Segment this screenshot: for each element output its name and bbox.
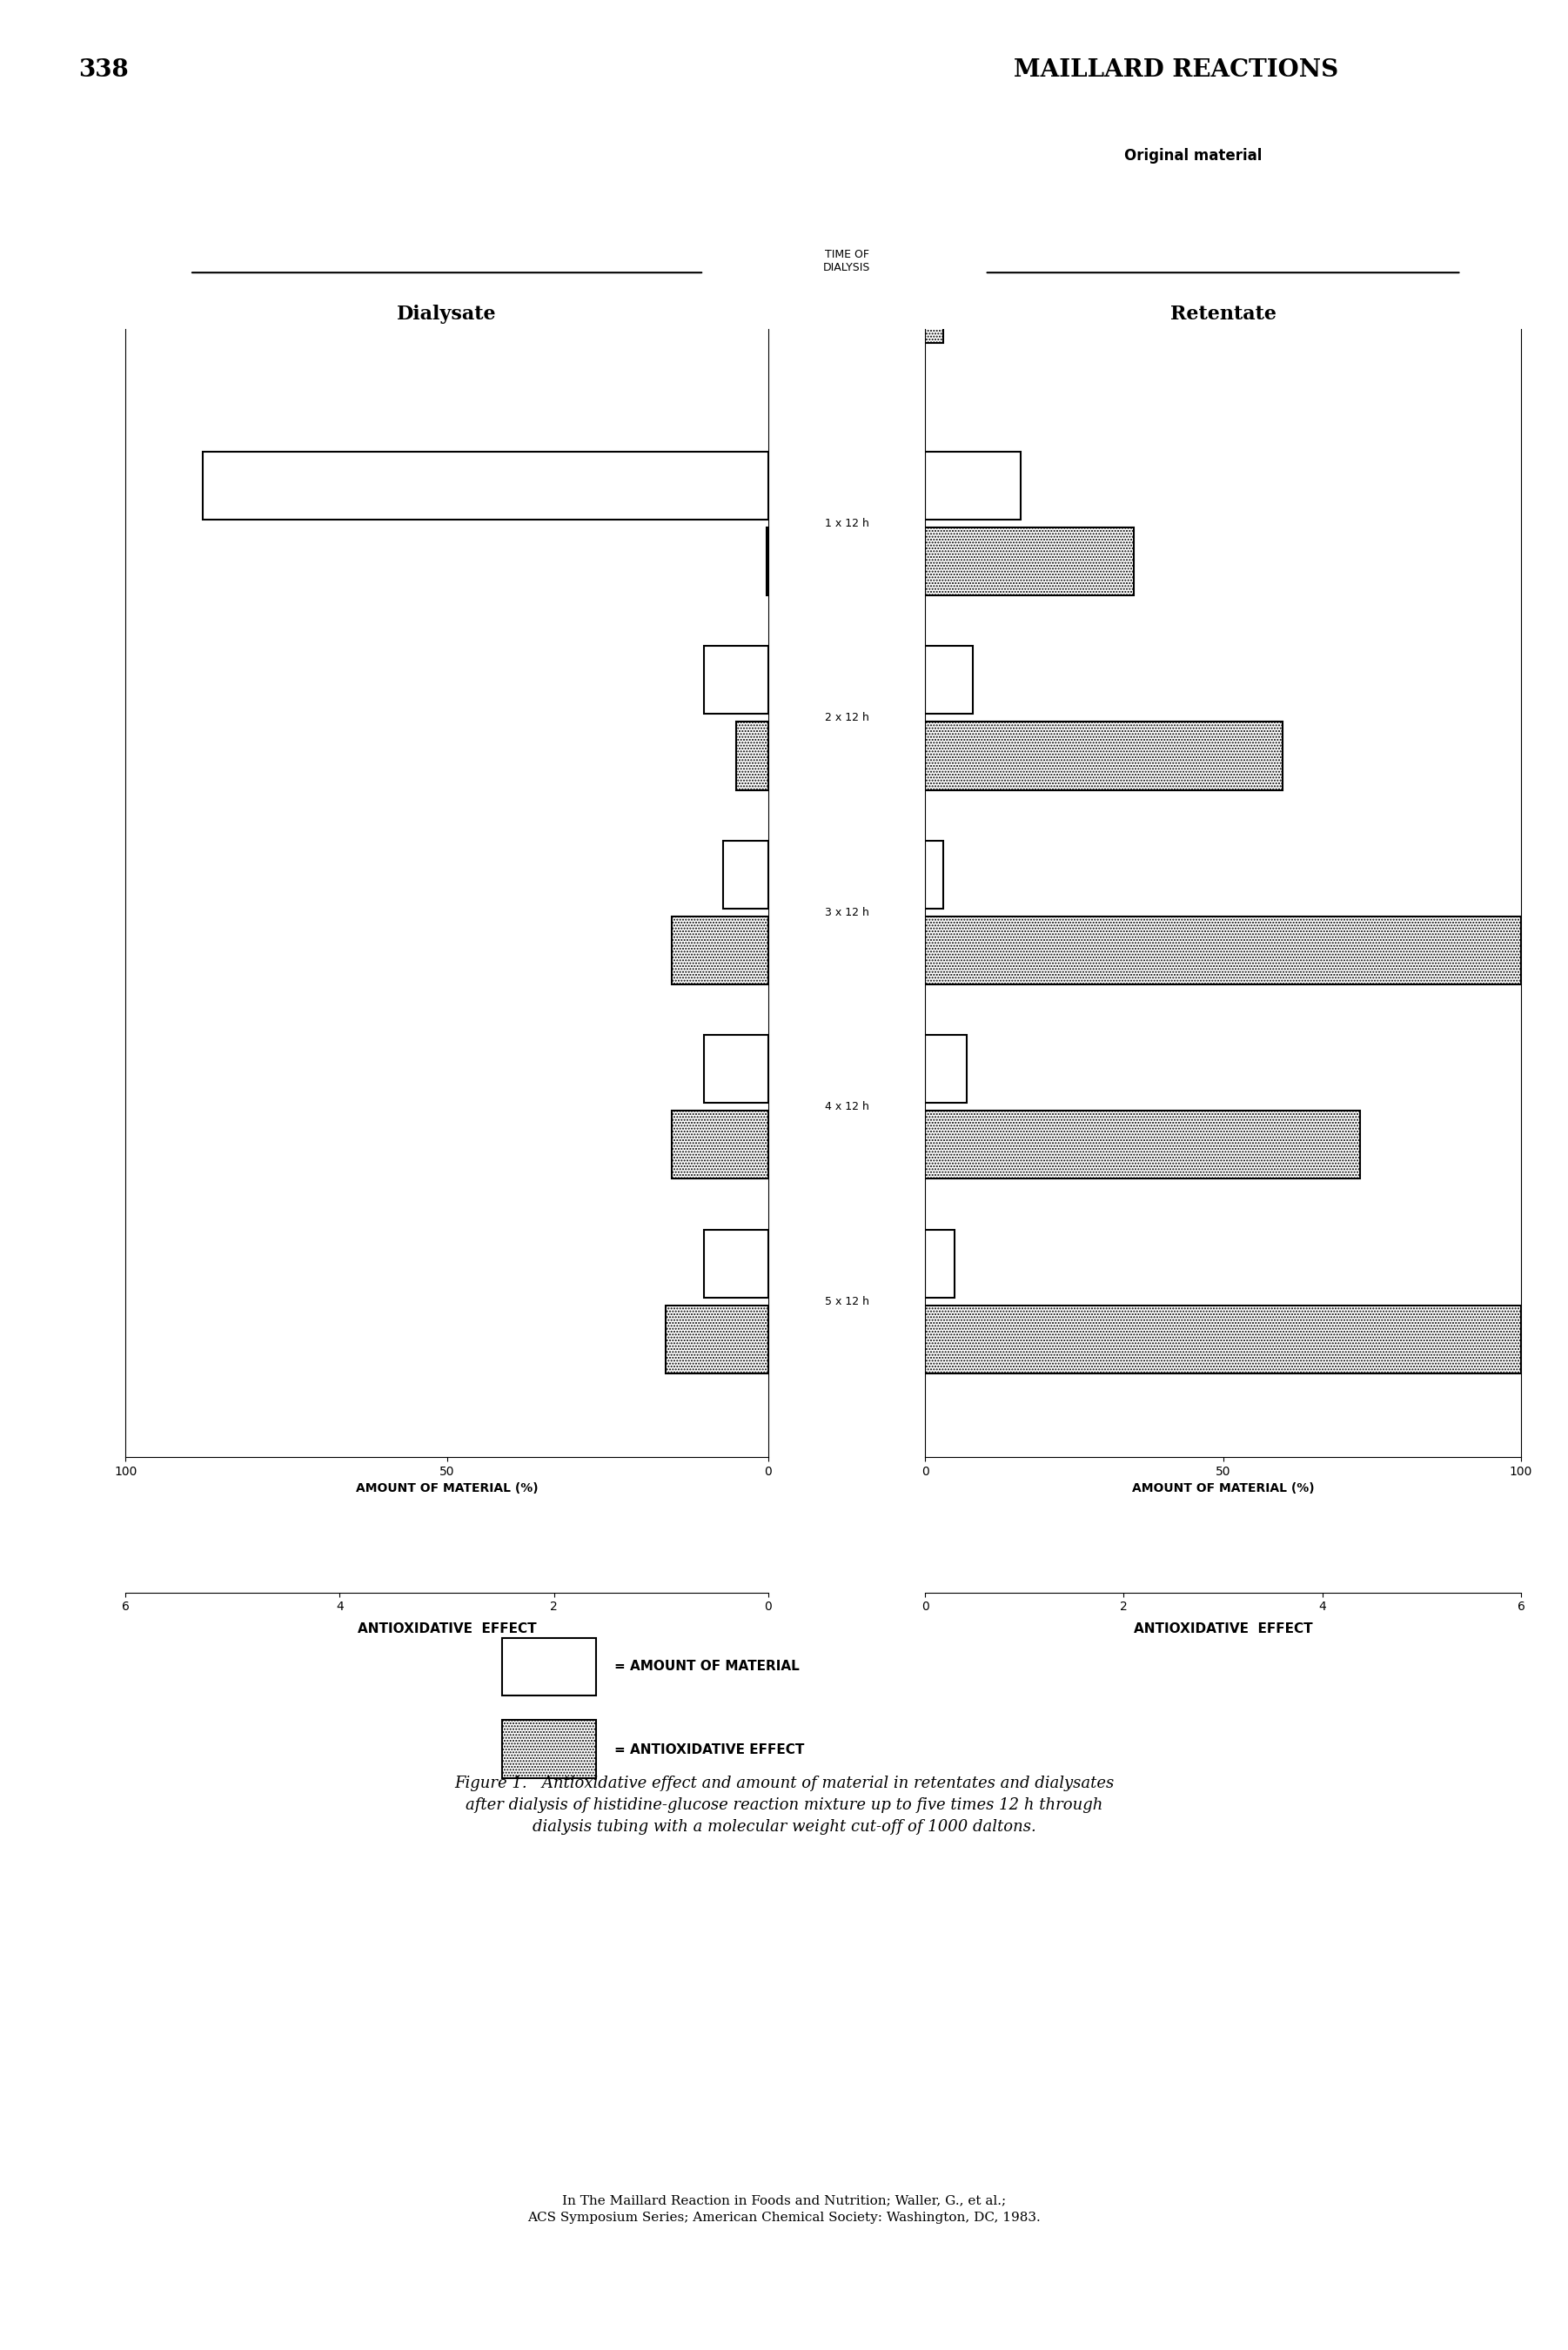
Bar <box>202 451 768 519</box>
Bar <box>925 1034 967 1102</box>
Text: 338: 338 <box>78 59 129 82</box>
X-axis label: ANTIOXIDATIVE  EFFECT: ANTIOXIDATIVE EFFECT <box>1134 1624 1312 1636</box>
Text: 4 x 12 h: 4 x 12 h <box>825 1102 869 1112</box>
Text: Figure 1.   Antioxidative effect and amount of material in retentates and dialys: Figure 1. Antioxidative effect and amoun… <box>455 1774 1113 1835</box>
Text: 3 x 12 h: 3 x 12 h <box>825 907 869 919</box>
FancyBboxPatch shape <box>502 1720 596 1777</box>
Text: = ANTIOXIDATIVE EFFECT: = ANTIOXIDATIVE EFFECT <box>615 1744 804 1755</box>
Bar <box>925 916 1521 985</box>
Bar <box>925 841 942 909</box>
X-axis label: AMOUNT OF MATERIAL (%): AMOUNT OF MATERIAL (%) <box>356 1483 538 1495</box>
Bar <box>925 721 1283 790</box>
Bar <box>925 646 972 714</box>
Bar <box>665 1304 768 1372</box>
Text: MAILLARD REACTIONS: MAILLARD REACTIONS <box>1013 59 1339 82</box>
Bar <box>673 1112 768 1180</box>
Text: 1 x 12 h: 1 x 12 h <box>825 517 869 529</box>
Bar <box>925 1304 1521 1372</box>
Bar <box>704 646 768 714</box>
Bar <box>723 841 768 909</box>
Text: = AMOUNT OF MATERIAL: = AMOUNT OF MATERIAL <box>615 1659 800 1673</box>
Bar <box>925 526 1134 595</box>
Bar <box>925 1112 1359 1180</box>
Bar <box>704 1229 768 1297</box>
Title: Retentate: Retentate <box>1170 306 1276 324</box>
Text: 2 x 12 h: 2 x 12 h <box>825 712 869 724</box>
Text: Original material: Original material <box>1124 148 1262 164</box>
Bar <box>673 916 768 985</box>
Bar <box>925 275 942 343</box>
Text: 5 x 12 h: 5 x 12 h <box>825 1295 869 1307</box>
Bar <box>925 1229 955 1297</box>
Bar <box>737 721 768 790</box>
X-axis label: ANTIOXIDATIVE  EFFECT: ANTIOXIDATIVE EFFECT <box>358 1624 536 1636</box>
Text: In The Maillard Reaction in Foods and Nutrition; Waller, G., et al.;
ACS Symposi: In The Maillard Reaction in Foods and Nu… <box>527 2195 1041 2223</box>
Text: TIME OF
DIALYSIS: TIME OF DIALYSIS <box>823 249 870 273</box>
Title: Dialysate: Dialysate <box>397 306 497 324</box>
Bar <box>925 200 1521 268</box>
FancyBboxPatch shape <box>502 1638 596 1697</box>
Bar <box>767 526 768 595</box>
Bar <box>704 1034 768 1102</box>
X-axis label: AMOUNT OF MATERIAL (%): AMOUNT OF MATERIAL (%) <box>1132 1483 1314 1495</box>
Bar <box>925 451 1021 519</box>
